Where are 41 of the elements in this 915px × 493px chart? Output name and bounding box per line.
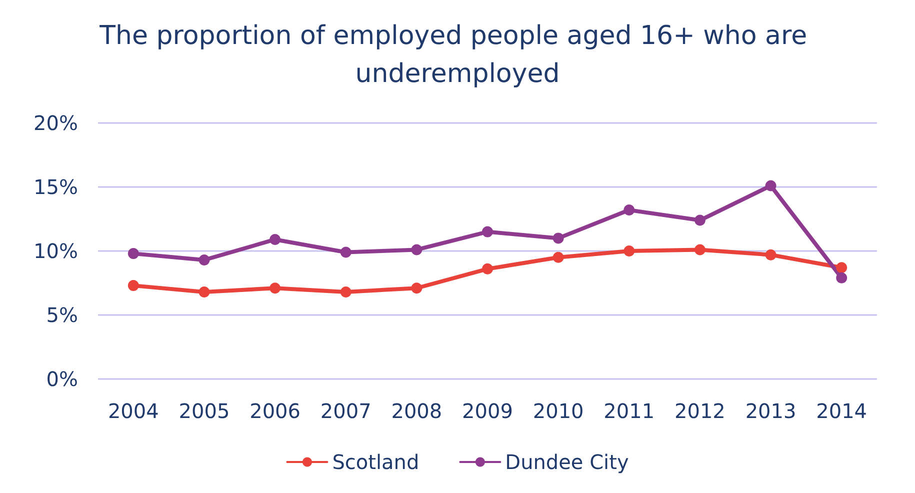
y-tick-label: 20% (34, 111, 78, 135)
point (198, 286, 210, 298)
point (482, 226, 493, 238)
x-tick-label: 2007 (320, 399, 372, 423)
x-tick-label: 2014 (816, 399, 868, 423)
point (552, 252, 564, 263)
point (765, 180, 776, 192)
point (765, 249, 776, 260)
legend-label: Dundee City (505, 450, 629, 474)
point (340, 286, 352, 298)
point (836, 272, 848, 284)
point (270, 234, 281, 245)
point (340, 246, 352, 258)
x-tick-label: 2013 (745, 399, 796, 423)
point (694, 244, 706, 256)
point (198, 254, 210, 266)
point (552, 232, 564, 244)
y-tick-label: 0% (46, 367, 78, 391)
chart-title: The proportion of employed people aged 16+ who are underemployed (98, 21, 816, 89)
point (624, 246, 635, 256)
y-tick-label: 10% (34, 239, 78, 263)
point (411, 282, 422, 294)
x-tick-label: 2006 (250, 399, 300, 423)
x-tick-label: 2005 (178, 399, 230, 423)
x-tick-label: 2008 (391, 399, 442, 423)
x-tick-label: 2009 (462, 399, 513, 423)
point (624, 204, 635, 216)
x-tick-label: 2004 (108, 399, 159, 423)
x-tick-label: 2012 (674, 399, 726, 423)
point (694, 214, 706, 226)
point (270, 282, 281, 294)
point (128, 280, 139, 292)
y-tick-label: 5% (46, 303, 78, 327)
x-tick-label: 2010 (532, 399, 584, 423)
point (411, 244, 422, 256)
point (482, 263, 493, 274)
point (836, 262, 848, 274)
y-tick-label: 15% (34, 175, 78, 199)
legend-label: Scotland (332, 450, 420, 474)
point (128, 248, 139, 260)
x-tick-label: 2011 (604, 399, 655, 423)
